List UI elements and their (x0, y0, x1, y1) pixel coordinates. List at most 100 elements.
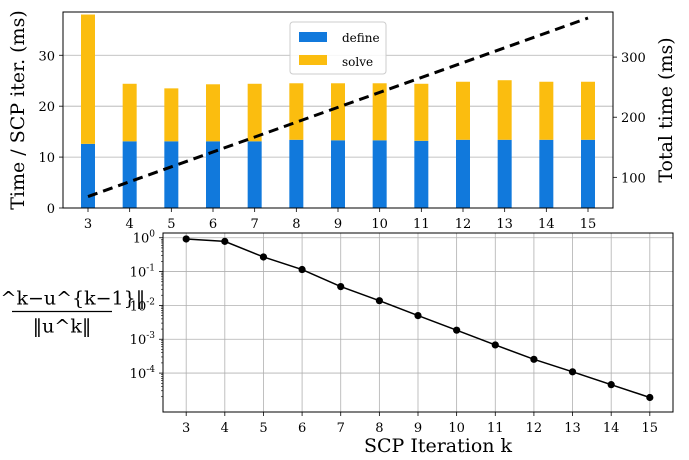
bar-define-10 (372, 140, 387, 208)
total-time-line (87, 16, 589, 198)
residual-point-4 (221, 237, 229, 245)
bottom-y-tick-label: 10-4 (130, 365, 156, 382)
bar-define-5 (164, 141, 179, 208)
top-x-tick-label: 5 (167, 217, 175, 232)
bottom-x-tick-label: 8 (375, 421, 383, 436)
bottom-x-axis-label: SCP Iteration k (364, 435, 513, 457)
residual-point-9 (414, 311, 422, 320)
legend: define solve (289, 21, 387, 75)
top-y-tick-label: 20 (38, 100, 55, 115)
top-x-tick-label: 11 (413, 217, 430, 232)
top-x-tick-label: 3 (84, 217, 92, 232)
bottom-x-tick-label: 7 (337, 421, 345, 436)
residual-point-14 (607, 381, 615, 389)
bottom-x-tick-label: 13 (564, 421, 581, 436)
bottom-x-tick-label: 12 (526, 421, 543, 436)
bottom-y-tick-label: 10-3 (130, 331, 156, 348)
bar-solve-4 (122, 83, 137, 142)
bar-define-14 (539, 139, 554, 208)
top-y-axis-label: Time / SCP iter. (ms) (7, 10, 29, 210)
top-y-tick-label: 10 (38, 151, 55, 166)
bottom-x-tick-label: 15 (642, 421, 659, 436)
top-y2-ticks: 100 200 300 (613, 51, 646, 186)
residual-point-15 (646, 393, 654, 402)
bottom-y-ticks: 100 10-1 10-2 10-3 10-4 (130, 230, 163, 398)
bar-define-6 (206, 141, 220, 208)
bar-solve-10 (372, 83, 387, 141)
bar-define-13 (497, 139, 512, 208)
residual-point-7 (337, 282, 345, 291)
bar-define-4 (122, 141, 137, 208)
legend-swatch-define (299, 32, 327, 42)
bottom-y-label-numerator: ‖u^k−u^{k−1}‖ (0, 288, 145, 310)
bar-define-7 (247, 141, 262, 208)
bottom-x-tick-label: 3 (182, 421, 190, 436)
bottom-x-ticks: 3 4 5 6 7 8 9 10 11 12 13 14 15 (182, 412, 658, 436)
bar-define-3 (81, 143, 95, 208)
bar-define-9 (331, 140, 345, 208)
top-y2-tick-label: 100 (621, 171, 646, 186)
bottom-x-tick-label: 6 (298, 421, 306, 436)
bottom-x-tick-label: 9 (414, 421, 422, 436)
top-x-tick-label: 13 (496, 217, 513, 232)
total-time-dashed-line (87, 16, 589, 198)
top-x-tick-label: 7 (251, 217, 259, 232)
bar-solve-14 (539, 81, 554, 140)
residual-points (182, 235, 654, 402)
residual-point-12 (530, 355, 538, 363)
bar-solve-11 (414, 83, 429, 141)
bar-solve-8 (289, 83, 304, 140)
legend-label-define: define (342, 31, 380, 45)
legend-swatch-solve (299, 55, 327, 65)
bottom-x-tick-label: 4 (221, 421, 229, 436)
top-x-tick-label: 8 (292, 217, 300, 232)
top-x-tick-label: 6 (209, 217, 217, 232)
bar-solve-3 (81, 14, 95, 144)
legend-label-solve: solve (342, 55, 373, 69)
bar-define-15 (581, 139, 595, 208)
top-x-tick-label: 9 (334, 217, 342, 232)
bottom-x-tick-label: 5 (259, 421, 267, 436)
top-x-ticks: 3 4 5 6 7 8 9 10 11 12 13 14 15 (84, 208, 596, 232)
bar-define-12 (456, 139, 470, 208)
top-x-tick-label: 4 (126, 217, 134, 232)
top-chart: 3 4 5 6 7 8 9 10 11 12 13 14 15 0 10 20 30 100 200 300 Ti… (7, 10, 677, 232)
bar-solve-9 (331, 83, 345, 141)
top-x-tick-label: 14 (538, 217, 555, 232)
residual-point-13 (568, 368, 577, 376)
bar-solve-12 (456, 81, 470, 140)
top-y-tick-label: 30 (38, 49, 55, 64)
bar-solve-7 (247, 83, 262, 142)
top-y2-axis-label: Total time (ms) (655, 37, 677, 182)
bottom-chart: 3 4 5 6 7 8 9 10 11 12 13 14 15 10010-110-210-310-4 … (0, 230, 674, 457)
residual-point-6 (298, 265, 306, 274)
residual-point-8 (375, 297, 383, 305)
residual-point-5 (259, 253, 268, 261)
top-x-tick-label: 10 (371, 217, 388, 232)
top-bars (81, 14, 595, 208)
bar-solve-13 (497, 80, 512, 140)
bar-define-8 (289, 139, 304, 208)
bottom-y-tick-label: 100 (133, 230, 156, 247)
bottom-x-tick-label: 14 (603, 421, 620, 436)
bottom-y-axis-label: ‖u^k−u^{k−1}‖ ‖u^k‖ (0, 288, 145, 338)
residual-point-11 (491, 341, 499, 349)
bottom-x-tick-label: 11 (487, 421, 504, 436)
residual-point-10 (453, 326, 461, 334)
bar-solve-15 (581, 81, 595, 140)
bottom-y-label-denominator: ‖u^k‖ (33, 316, 92, 338)
bar-define-11 (414, 140, 429, 208)
top-y-tick-label: 0 (47, 202, 55, 217)
bottom-gridlines (163, 233, 673, 412)
bottom-y-tick-label: 10-1 (130, 264, 155, 281)
top-y-ticks: 0 10 20 30 (38, 49, 63, 217)
bar-solve-5 (164, 88, 179, 142)
bottom-x-tick-label: 10 (448, 421, 465, 436)
top-x-tick-label: 15 (580, 217, 597, 232)
top-y2-tick-label: 200 (621, 111, 646, 126)
bar-solve-6 (206, 84, 220, 142)
top-x-tick-label: 12 (455, 217, 472, 232)
bottom-y-tick-label: 10-2 (130, 297, 155, 314)
top-y2-tick-label: 300 (621, 51, 646, 66)
